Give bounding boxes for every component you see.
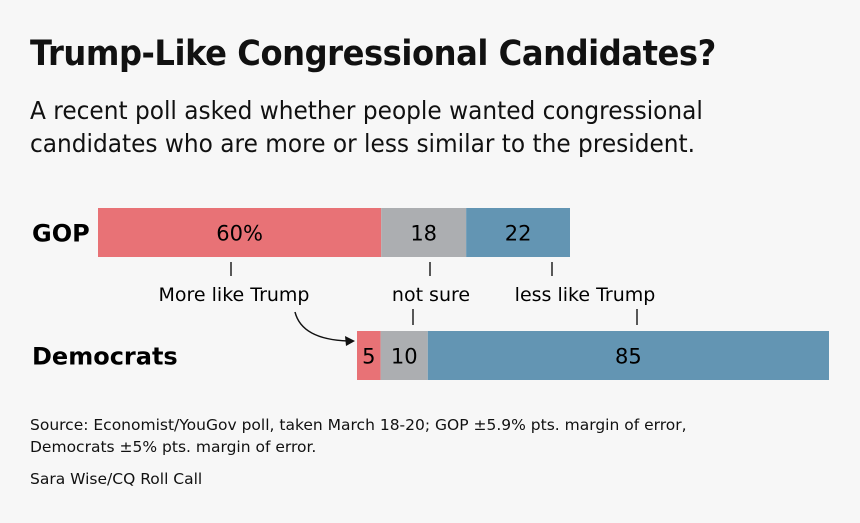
arrow-head — [345, 336, 355, 346]
subtitle-line: A recent poll asked whether people wante… — [30, 96, 703, 125]
category-label: GOP — [32, 220, 90, 248]
bar-segment — [381, 208, 467, 257]
data-label: 10 — [391, 345, 418, 369]
subtitle-line: candidates who are more or less similar … — [30, 129, 696, 158]
data-label: 60% — [216, 222, 263, 246]
arrow-line — [294, 311, 349, 342]
category-label: Democrats — [32, 343, 178, 371]
series-label: not sure — [392, 284, 470, 306]
source-note: Source: Economist/YouGov poll, taken Mar… — [30, 414, 687, 458]
series-label: less like Trump — [515, 284, 656, 306]
data-label: 18 — [410, 222, 437, 246]
chart-subtitle: A recent poll asked whether people wante… — [30, 94, 774, 160]
series-label: More like Trump — [159, 284, 310, 306]
data-label: 5 — [362, 345, 375, 369]
bar-segment — [427, 331, 829, 380]
credit: Sara Wise/CQ Roll Call — [30, 470, 203, 488]
bar-segment — [380, 331, 428, 380]
source-line: Democrats ±5% pts. margin of error. — [30, 438, 317, 456]
data-label: 85 — [615, 345, 642, 369]
bar-segment — [98, 208, 382, 257]
bar-segment — [466, 208, 570, 257]
bar-segment — [357, 331, 381, 380]
source-line: Source: Economist/YouGov poll, taken Mar… — [30, 416, 687, 434]
chart-title: Trump-Like Congressional Candidates? — [30, 34, 716, 74]
data-label: 22 — [505, 222, 532, 246]
